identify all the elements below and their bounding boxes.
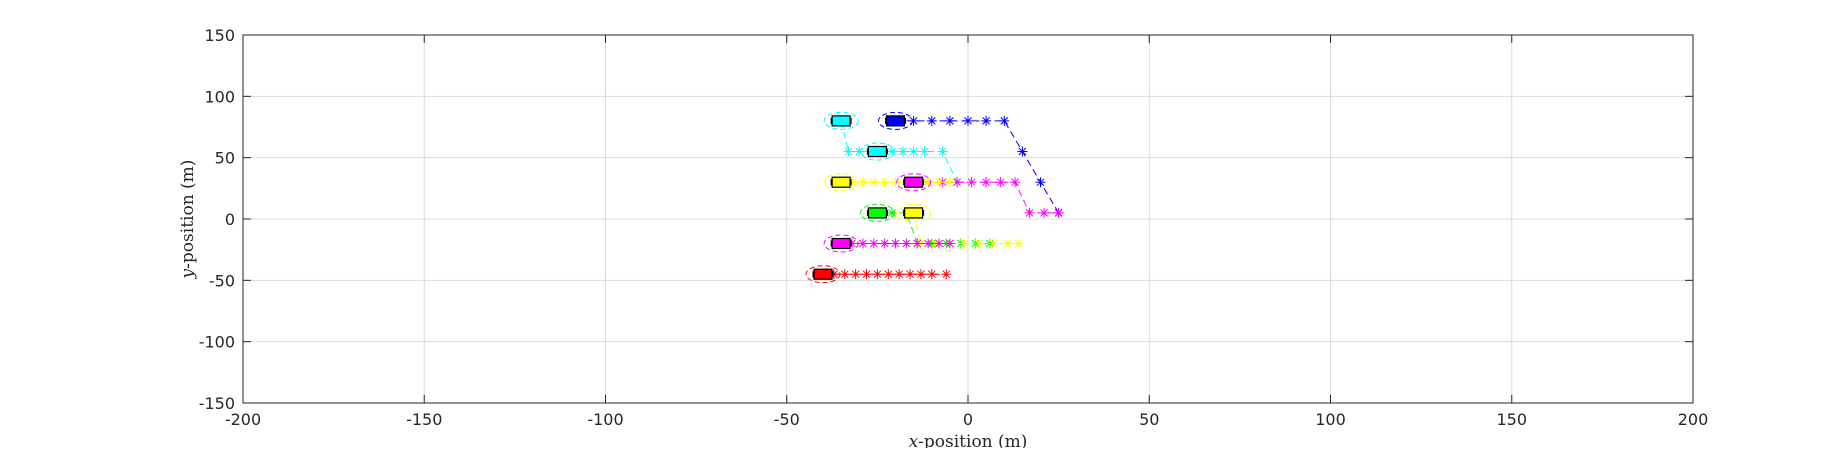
x-axis-label-text: -position (m) [918, 432, 1027, 448]
y-tick-label: 100 [204, 87, 235, 106]
x-tick-label: 0 [963, 410, 973, 429]
trajectory-line [895, 120, 1060, 214]
trajectory-point [897, 146, 908, 157]
trajectory-point [1039, 207, 1050, 218]
trajectory-point [923, 238, 934, 249]
trajectory-point [850, 269, 861, 280]
trajectory-point [1002, 238, 1013, 249]
trajectory-point [923, 177, 934, 188]
y-tick-label: -50 [209, 271, 235, 290]
vehicle-marker [859, 203, 895, 222]
vehicle-marker [823, 234, 859, 253]
y-tick-label: 50 [215, 149, 235, 168]
trajectory-point [1010, 177, 1021, 188]
vehicle-marker [823, 173, 859, 192]
trajectory-point [890, 238, 901, 249]
y-tick-label: 0 [225, 210, 235, 229]
trajectory-point [926, 115, 937, 126]
trajectory-point [981, 115, 992, 126]
trajectory-point [839, 269, 850, 280]
trajectory-point [857, 177, 868, 188]
trajectory-point [963, 115, 973, 126]
trajectory-point [937, 146, 948, 157]
trajectory-point [919, 146, 930, 157]
y-axis-label-var: y [178, 268, 198, 279]
trajectory-point [1017, 146, 1028, 157]
trajectory-point [995, 177, 1006, 188]
trajectory-point [901, 238, 912, 249]
trajectory-point [1035, 177, 1046, 188]
x-tick-label: 200 [1678, 410, 1709, 429]
y-axis-label: y-position (m) [178, 160, 198, 280]
trajectory-point [879, 177, 890, 188]
trajectory-point [868, 177, 879, 188]
trajectory-point [886, 207, 897, 218]
x-tick-label: -150 [406, 410, 442, 429]
trajectory-point [973, 238, 984, 249]
trajectory-point [905, 269, 915, 280]
trajectory-point [886, 146, 897, 157]
vehicle-marker [896, 203, 932, 222]
vehicle-marker [878, 111, 913, 130]
x-tick-label: 150 [1496, 410, 1527, 429]
trajectory-point [908, 115, 919, 126]
trajectory-point [879, 238, 890, 249]
trajectory-point [1053, 207, 1064, 218]
trajectory-point [944, 115, 955, 126]
trajectory-line [877, 212, 990, 244]
trajectory-point [934, 238, 944, 249]
vehicle-marker [859, 142, 895, 161]
axis-ticks: -200 -150 -100 -50 0 50 100 150 200-150-100-5005… [199, 26, 1709, 429]
trajectory-point [872, 269, 883, 280]
x-tick-label: 50 [1139, 410, 1159, 429]
vehicle-layer [805, 111, 932, 284]
x-tick-label: 100 [1315, 410, 1346, 429]
y-axis-label-text: -position (m) [178, 160, 198, 269]
x-tick-label: -100 [587, 410, 623, 429]
x-tick-label: -200 [225, 410, 261, 429]
trajectory-point [934, 177, 944, 188]
x-axis-label-var: x [909, 432, 919, 448]
trajectory-point [1013, 238, 1024, 249]
trajectory-point [944, 177, 955, 188]
y-tick-label: 150 [204, 26, 235, 45]
y-tick-label: -100 [199, 333, 235, 352]
trajectory-point [926, 269, 937, 280]
trajectory-line [913, 212, 1019, 244]
trajectory-point [868, 238, 879, 249]
grid-lines [243, 35, 1693, 403]
vehicle-marker [823, 111, 859, 130]
trajectory-point [861, 269, 872, 280]
trajectory-point [999, 115, 1010, 126]
vehicle-marker [805, 265, 841, 284]
trajectory-point [966, 177, 977, 188]
trajectory-layer [823, 115, 1064, 280]
trajectory-point [857, 238, 868, 249]
x-axis-label: x-position (m) [909, 432, 1028, 448]
vehicle-marker [896, 173, 932, 192]
trajectory-point [981, 177, 992, 188]
y-tick-label: -150 [199, 394, 235, 413]
trajectory-point [941, 269, 952, 280]
trajectory-point [1024, 207, 1035, 218]
trajectory-point [890, 177, 901, 188]
trajectory-point [912, 238, 923, 249]
trajectory-point [944, 238, 955, 249]
trajectory-point [915, 269, 926, 280]
trajectory-point [959, 238, 970, 249]
trajectory-point [894, 269, 905, 280]
trajectory-point [908, 146, 919, 157]
trajectory-point [883, 269, 894, 280]
trajectory-point [843, 146, 854, 157]
trajectory-point [988, 238, 999, 249]
trajectory-point [854, 146, 865, 157]
x-tick-label: -50 [774, 410, 800, 429]
